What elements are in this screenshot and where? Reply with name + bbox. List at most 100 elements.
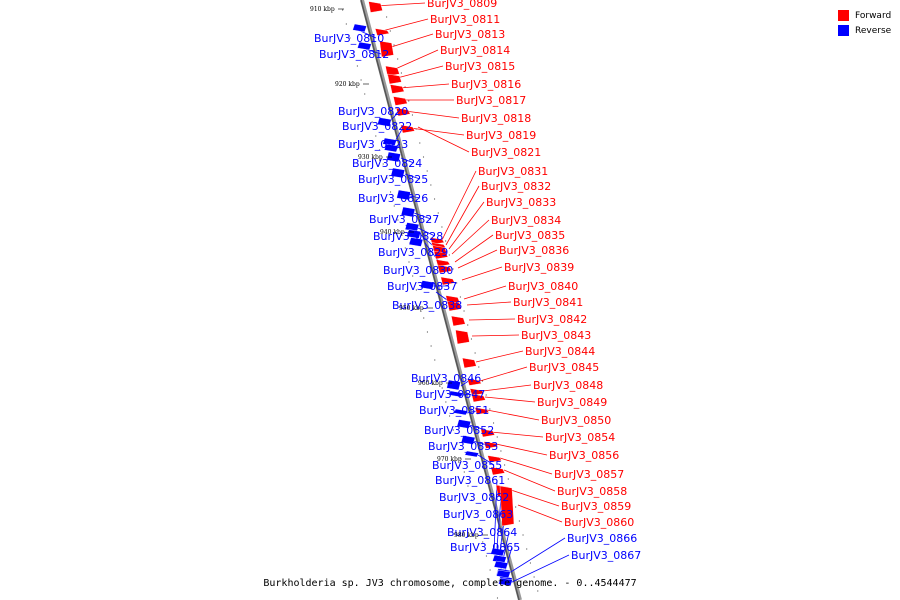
reverse-gene-block (456, 419, 472, 429)
forward-gene-block (451, 315, 466, 327)
reverse-gene-block (386, 151, 401, 163)
backbone-dot (378, 149, 381, 151)
reverse-gene-block (357, 41, 372, 51)
backbone-dot (404, 247, 406, 249)
backbone-dot (485, 555, 488, 557)
forward-gene-block (393, 96, 408, 106)
forward-gene-label: BurJV3_0835 (495, 229, 565, 242)
backbone-dot (507, 478, 509, 480)
reverse-gene-block (498, 577, 513, 587)
forward-gene-label: BurJV3_0857 (554, 468, 624, 481)
scale-ticks: 910 kbp 920 kbp 930 kbp 940 kbp 950 kbp 960 k… (310, 6, 488, 539)
scale-tick-label: 930 kbp (358, 154, 383, 161)
backbone-dot (408, 261, 410, 263)
backbone-dot (485, 394, 487, 396)
forward-gene-label: BurJV3_0815 (445, 60, 515, 73)
backbone-dot (430, 184, 432, 186)
forward-gene-label: BurJV3_0834 (491, 214, 561, 227)
reverse-gene-label: BurJV3_0810 (314, 32, 384, 45)
legend-reverse-label: Reverse (855, 25, 892, 36)
reverse-gene-label: BurJV3_0866 (567, 532, 637, 545)
forward-gene-label: BurJV3_0849 (537, 396, 607, 409)
forward-callout-line (448, 201, 485, 250)
reverse-callout-line (468, 424, 487, 431)
forward-callout-line (475, 350, 524, 363)
forward-callout-line (468, 318, 516, 321)
forward-gene-label: BurJV3_0818 (461, 112, 531, 125)
forward-gene-label: BurJV3_0839 (504, 261, 574, 274)
backbone-dot (371, 121, 373, 123)
forward-gene-block (435, 259, 451, 267)
backbone-dot (515, 506, 517, 508)
forward-callout-line (381, 18, 429, 32)
forward-gene-block (447, 300, 462, 312)
backbone-dot (367, 107, 370, 109)
forward-callout-line (484, 396, 536, 403)
backbone-dot (459, 296, 461, 298)
backbone-dot (518, 520, 520, 522)
reverse-gene-label: BurJV3_0865 (450, 541, 520, 554)
reverse-callout-line (413, 212, 432, 220)
backbone-dot (478, 527, 480, 529)
forward-gene-label: BurJV3_0859 (561, 500, 631, 513)
backbone-dot (463, 471, 465, 473)
reverse-callout-line (400, 157, 415, 164)
forward-gene-label: BurJV3_0833 (486, 196, 556, 209)
backbone-dot (412, 275, 414, 277)
backbone-dot (408, 100, 410, 102)
backbone-dot (452, 268, 454, 270)
reverse-gene-label: BurJV3_0822 (342, 120, 412, 133)
forward-callout-line (499, 457, 553, 475)
forward-gene-block (433, 250, 449, 260)
forward-gene-block (440, 276, 456, 286)
forward-callout-line (517, 504, 563, 523)
forward-callout-line (463, 285, 507, 300)
reverse-callout-line (404, 173, 421, 180)
forward-callout-line (396, 65, 444, 79)
backbone-dot (430, 345, 432, 347)
backbone-dot (529, 562, 532, 564)
backbone-dot (393, 44, 395, 46)
reverse-gene-block (396, 189, 411, 201)
backbone-dot (537, 590, 539, 592)
reverse-gene-label: BurJV3_0838 (392, 299, 462, 312)
legend-forward-label: Forward (855, 10, 892, 21)
scale-tick-label: 950 kbp (399, 305, 424, 312)
backbone-dot (389, 191, 392, 193)
scale-tick-label: 960 kbp (418, 380, 443, 387)
backbone-dot (349, 37, 351, 39)
forward-gene-block (483, 441, 499, 449)
backbone-dot (375, 135, 377, 137)
reverse-gene-block (448, 390, 464, 398)
forward-gene-block (379, 40, 394, 58)
backbone-dot (504, 464, 506, 466)
backbone-dot (496, 597, 499, 599)
backbone-dot (422, 156, 425, 158)
forward-callout-line (373, 2, 426, 7)
forward-callout-line (510, 489, 560, 507)
backbone-shadow (360, 0, 522, 600)
backbone-core (360, 0, 520, 600)
backbone-dot (360, 79, 362, 81)
reverse-gene-label: BurJV3_0825 (358, 173, 428, 186)
forward-gene-label: BurJV3_0832 (481, 180, 551, 193)
reverse-gene-block (390, 167, 406, 179)
forward-callout-line (486, 409, 540, 421)
backbone-dot (493, 583, 495, 585)
forward-gene-block (467, 378, 482, 386)
backbone-dot (445, 401, 447, 403)
reverse-gene-block (420, 280, 435, 290)
reverse-gene-block (453, 408, 469, 416)
reverse-gene-label: BurJV3_0851 (419, 404, 489, 417)
forward-callout-line (490, 431, 544, 438)
reverse-gene-label: BurJV3_0863 (443, 508, 513, 521)
backbone-dot (397, 58, 399, 60)
forward-gene-label: BurJV3_0811 (430, 13, 500, 26)
backbone-dot (496, 436, 498, 438)
legend-forward: Forward (838, 8, 891, 23)
forward-gene-label: BurJV3_0854 (545, 431, 615, 444)
forward-gene-block (385, 65, 400, 77)
backbone-dot (353, 51, 355, 53)
forward-gene-block (368, 1, 383, 13)
reverse-callout-line (493, 479, 498, 554)
